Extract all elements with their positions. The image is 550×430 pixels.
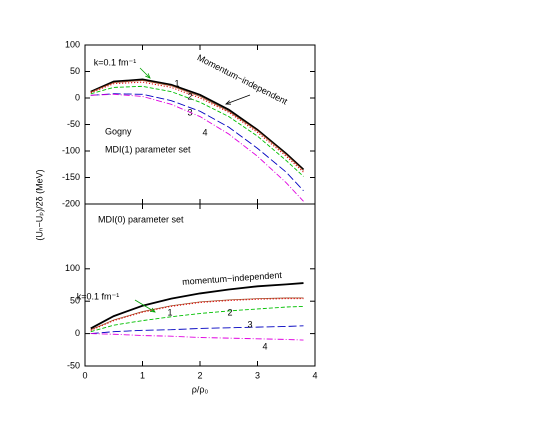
- annotation: MDI(1) parameter set: [105, 144, 191, 154]
- y-tick-label: 100: [65, 263, 80, 273]
- y-tick-label: 50: [70, 296, 80, 306]
- series-line: [90, 325, 304, 335]
- series-line: [90, 93, 304, 202]
- arrow: [139, 67, 151, 79]
- series-label: 2: [227, 307, 232, 317]
- x-tick-label: 3: [255, 370, 260, 380]
- y-tick-label: 50: [70, 66, 80, 76]
- series-label: 2: [187, 91, 192, 101]
- y-tick-label: -200: [62, 198, 80, 208]
- series-label: 1: [174, 78, 179, 88]
- y-tick-label: 0: [75, 92, 80, 102]
- arrow: [134, 299, 156, 313]
- series-line: [90, 80, 304, 171]
- arrow-head: [149, 307, 156, 313]
- x-tick-label: 4: [312, 370, 317, 380]
- y-tick-label: -50: [67, 119, 80, 129]
- series-label: momentum−independent: [182, 270, 283, 287]
- series-line: [90, 93, 304, 192]
- arrow-head: [225, 100, 232, 105]
- plot-frame: [84, 44, 316, 205]
- annotation: MDI(0) parameter set: [98, 214, 184, 224]
- series-label: 3: [247, 319, 252, 329]
- series-line: [90, 305, 304, 333]
- series-label: 4: [202, 127, 207, 137]
- y-tick-label: -50: [67, 360, 80, 370]
- series-label: 4: [262, 341, 267, 351]
- arrow-head: [145, 73, 151, 79]
- series-line: [90, 333, 304, 341]
- x-tick-label: 2: [197, 370, 202, 380]
- series-line: [90, 297, 304, 331]
- x-axis-label: ρ/ρ₀: [192, 384, 209, 394]
- series-line: [90, 298, 304, 331]
- series-line: [90, 282, 304, 330]
- series-line: [90, 85, 304, 177]
- annotation: Gogny: [105, 126, 132, 136]
- series-label: 1: [167, 307, 172, 317]
- y-tick-label: -150: [62, 172, 80, 182]
- series-label: k=0.1 fm⁻¹: [77, 291, 120, 301]
- x-tick-label: 1: [140, 370, 145, 380]
- series-label: k=0.1 fm⁻¹: [94, 57, 137, 67]
- series-label: Momentum−independent: [196, 52, 290, 106]
- series-line: [90, 78, 305, 171]
- y-tick-label: 100: [65, 39, 80, 49]
- y-tick-label: 0: [75, 328, 80, 338]
- arrow: [225, 94, 251, 105]
- y-axis-label: (Uₙ−Uₚ)/2δ (MeV): [34, 169, 44, 240]
- y-tick-label: -100: [62, 145, 80, 155]
- x-tick-label: 0: [82, 370, 87, 380]
